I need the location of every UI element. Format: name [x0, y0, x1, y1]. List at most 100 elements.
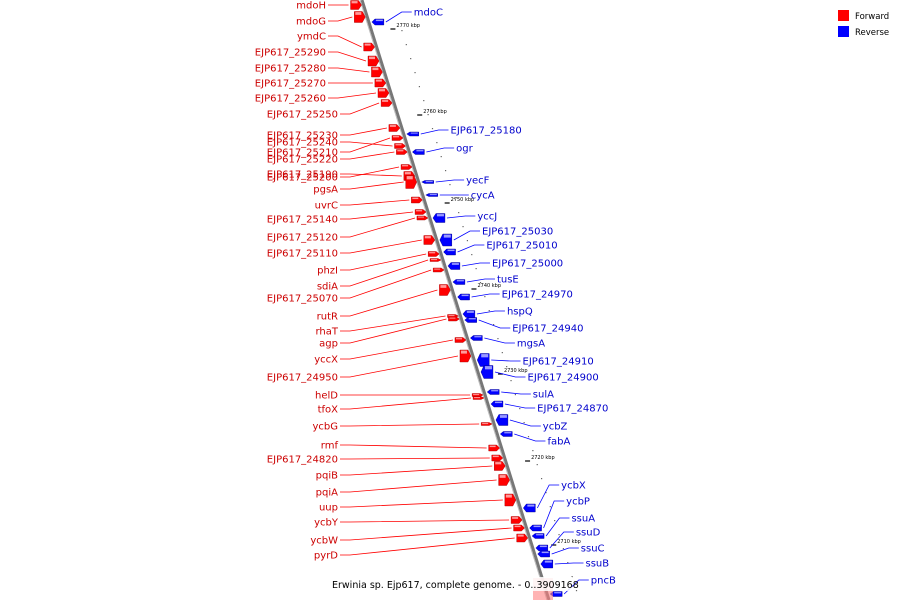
- forward-gene-label[interactable]: pqiA: [316, 488, 338, 499]
- reverse-gene-label[interactable]: pncB: [591, 576, 616, 587]
- reverse-gene-label[interactable]: hspQ: [507, 307, 533, 318]
- reverse-gene-label[interactable]: ogr: [456, 144, 473, 155]
- reverse-gene-label[interactable]: cycA: [471, 191, 495, 202]
- gene-leader-line: [478, 319, 511, 329]
- reverse-gene-label[interactable]: EJP617_24910: [523, 357, 594, 368]
- forward-gene-label[interactable]: mdoG: [296, 17, 326, 28]
- forward-gene-label[interactable]: EJP617_24950: [267, 373, 338, 384]
- forward-gene-label[interactable]: EJP617_25220: [267, 155, 338, 166]
- position-dot: [575, 590, 578, 592]
- legend: Forward Reverse: [838, 10, 889, 38]
- gene-leader-line: [340, 457, 490, 460]
- feature-shine: [375, 19, 383, 22]
- gene-leader-line: [340, 423, 480, 427]
- reverse-gene-label[interactable]: EJP617_25010: [486, 241, 557, 252]
- reverse-gene-label[interactable]: ssuD: [576, 528, 601, 539]
- forward-gene-label[interactable]: EJP617_25260: [255, 94, 326, 105]
- forward-gene-label[interactable]: phzI: [317, 266, 338, 277]
- forward-gene-label[interactable]: rutR: [317, 312, 338, 323]
- reverse-gene-label[interactable]: ycbP: [566, 497, 590, 508]
- reverse-gene-label[interactable]: ycbZ: [543, 422, 568, 433]
- reverse-gene-label[interactable]: fabA: [547, 437, 570, 448]
- forward-gene-label[interactable]: EJP617_25200: [267, 173, 338, 184]
- reverse-gene-label[interactable]: ycbX: [561, 481, 586, 492]
- reverse-gene-label[interactable]: EJP617_24940: [512, 324, 583, 335]
- forward-gene-label[interactable]: EJP617_25140: [267, 215, 338, 226]
- forward-gene-label[interactable]: agp: [319, 339, 338, 350]
- forward-gene-label[interactable]: pgsA: [313, 185, 338, 196]
- position-dot: [514, 394, 517, 396]
- reverse-gene-label[interactable]: ssuC: [581, 544, 605, 555]
- forward-gene-label[interactable]: pyrD: [314, 551, 338, 562]
- forward-gene-label[interactable]: ycbW: [310, 536, 338, 547]
- reverse-gene-label[interactable]: ssuA: [571, 514, 595, 525]
- forward-gene-label[interactable]: EJP617_25280: [255, 64, 326, 75]
- forward-gene-label[interactable]: EJP617_25270: [255, 79, 326, 90]
- legend-item-forward[interactable]: Forward: [838, 10, 889, 22]
- forward-gene-label[interactable]: ycbY: [314, 518, 339, 529]
- reverse-gene-label[interactable]: tusE: [497, 275, 519, 286]
- tick-label: 2770 kbp: [396, 23, 420, 29]
- forward-gene-label[interactable]: helD: [315, 391, 338, 402]
- forward-gene-label[interactable]: uvrC: [315, 201, 338, 212]
- forward-gene-label[interactable]: rhaT: [315, 327, 338, 338]
- reverse-gene-label[interactable]: sulA: [533, 390, 554, 401]
- feature-shine: [473, 394, 480, 396]
- gene-leader-line: [491, 359, 521, 362]
- gene-leader-line: [340, 315, 446, 332]
- reverse-gene-label[interactable]: EJP617_25180: [451, 126, 522, 137]
- reverse-gene-label[interactable]: EJP617_25000: [492, 259, 563, 270]
- feature-shine: [474, 397, 481, 399]
- reverse-gene-label[interactable]: EJP617_24870: [537, 404, 608, 415]
- forward-gene-label[interactable]: EJP617_24820: [267, 455, 338, 466]
- gene-leader-line: [453, 230, 481, 241]
- reverse-gene-label[interactable]: ssuB: [585, 559, 609, 570]
- forward-gene-label[interactable]: ymdC: [297, 32, 326, 43]
- forward-gene-label[interactable]: pqiB: [316, 471, 338, 482]
- forward-gene-label[interactable]: mdoH: [296, 1, 326, 12]
- forward-gene-label[interactable]: ycbG: [312, 422, 338, 433]
- forward-gene-label[interactable]: rmf: [321, 441, 339, 452]
- reverse-gene-label[interactable]: EJP617_24970: [502, 290, 573, 301]
- feature-shine: [395, 144, 402, 146]
- feature-shine: [364, 43, 371, 46]
- position-dot: [418, 86, 421, 88]
- forward-gene-label[interactable]: EJP617_25070: [267, 294, 338, 305]
- reverse-gene-label[interactable]: yccJ: [477, 212, 497, 223]
- forward-gene-label[interactable]: tfoX: [318, 405, 339, 416]
- gene-leader-line: [340, 269, 432, 299]
- gene-leader-line: [340, 339, 454, 360]
- reverse-gene-label[interactable]: EJP617_25030: [482, 227, 553, 238]
- feature-shine: [436, 214, 444, 217]
- feature-shine: [404, 172, 411, 175]
- feature-shine: [375, 79, 382, 82]
- forward-gene-label[interactable]: sdiA: [317, 282, 338, 293]
- reverse-gene-label[interactable]: yecF: [466, 176, 490, 187]
- gene-leader-line: [385, 11, 412, 23]
- forward-gene-label[interactable]: EJP617_25250: [267, 110, 338, 121]
- feature-shine: [412, 197, 419, 200]
- position-dot: [492, 324, 495, 326]
- position-dot: [506, 366, 508, 368]
- forward-gene-label[interactable]: EJP617_25230: [267, 131, 338, 142]
- forward-gene-label[interactable]: EJP617_25110: [267, 249, 338, 260]
- forward-gene-label[interactable]: EJP617_25120: [267, 233, 338, 244]
- feature-shine: [378, 89, 385, 92]
- feature-shine: [451, 263, 459, 265]
- position-dot: [462, 226, 464, 228]
- forward-gene-label[interactable]: uup: [319, 503, 338, 514]
- forward-gene-label[interactable]: yccX: [314, 355, 338, 366]
- position-dot: [440, 156, 442, 158]
- forward-gene-label[interactable]: EJP617_25190: [267, 170, 338, 181]
- gene-leader-line: [476, 310, 505, 315]
- reverse-gene-label[interactable]: mdoC: [414, 8, 443, 19]
- forward-gene-label[interactable]: EJP617_25240: [267, 138, 338, 149]
- forward-gene-label[interactable]: EJP617_25210: [267, 148, 338, 159]
- gene-leader-line: [554, 562, 584, 565]
- forward-gene-label[interactable]: EJP617_25290: [255, 48, 326, 59]
- reverse-gene-label[interactable]: mgsA: [517, 339, 545, 350]
- position-dot: [558, 534, 560, 536]
- legend-item-reverse[interactable]: Reverse: [838, 26, 889, 38]
- reverse-gene-label[interactable]: EJP617_24900: [528, 373, 599, 384]
